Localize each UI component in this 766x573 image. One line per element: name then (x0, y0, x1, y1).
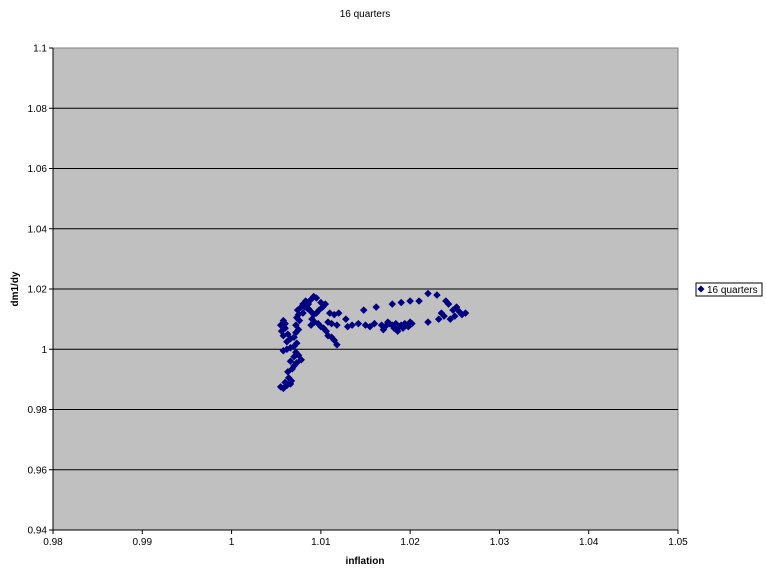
y-tick-label: 1.1 (33, 44, 47, 55)
x-tick-label: 0.99 (133, 537, 153, 548)
y-tick-label: 1.04 (28, 224, 48, 235)
data-point (433, 291, 441, 299)
x-tick-label: 1.03 (490, 537, 510, 548)
x-axis: 0.98 0.99 1 1.01 1.02 1.03 1.04 1.05 (43, 529, 688, 548)
data-point (408, 319, 416, 328)
data-point (333, 321, 341, 330)
y-axis-title: dm1/dy (10, 271, 21, 306)
y-tick-label: 1.06 (28, 164, 48, 175)
data-point (333, 340, 341, 349)
data-point (283, 367, 292, 376)
data-point (307, 321, 315, 330)
y-tick-label: 0.98 (28, 405, 48, 416)
y-tick-label: 0.96 (28, 465, 48, 476)
data-point (287, 377, 296, 385)
x-tick-label: 1.05 (668, 537, 688, 548)
data-point (348, 321, 356, 330)
data-point (292, 348, 300, 357)
data-point (359, 306, 368, 314)
data-point (303, 304, 312, 313)
data-point (299, 309, 307, 317)
chart-title: 16 quarters (340, 9, 391, 20)
y-tick-label: 1.08 (28, 104, 48, 115)
data-point (366, 322, 374, 331)
data-point (424, 289, 432, 298)
data-point (283, 330, 292, 339)
x-tick-label: 1.01 (311, 537, 331, 548)
x-axis-title: inflation (346, 556, 385, 567)
data-point (440, 312, 448, 320)
data-point (415, 297, 423, 305)
data-point (354, 319, 363, 328)
data-point (312, 294, 321, 302)
data-point (370, 319, 379, 328)
x-tick-label: 0.98 (43, 537, 63, 548)
legend-label: 16 quarters (707, 285, 758, 296)
data-point (342, 315, 350, 323)
x-tick-label: 1.04 (579, 537, 599, 548)
data-point (281, 324, 289, 333)
data-point (434, 315, 443, 323)
gridlines (53, 107, 678, 471)
x-tick-label: 1.02 (400, 537, 420, 548)
data-point (292, 358, 301, 367)
data-point (397, 298, 406, 307)
data-point (286, 357, 295, 366)
data-point (406, 297, 414, 305)
data-point (446, 315, 455, 323)
data-point (279, 316, 288, 325)
data-point (424, 318, 432, 326)
data-point (388, 300, 397, 308)
data-point (292, 339, 301, 348)
y-tick-label: 0.94 (28, 526, 48, 537)
data-points (276, 289, 470, 393)
data-point (292, 321, 300, 330)
legend: 16 quarters (695, 282, 763, 297)
y-tick-label: 1 (41, 345, 47, 356)
y-tick-label: 1.02 (28, 285, 48, 296)
data-point (444, 300, 453, 308)
data-point (372, 303, 381, 311)
data-point (461, 309, 470, 317)
data-point (281, 378, 289, 387)
data-point (334, 309, 343, 317)
y-axis: 0.94 0.96 0.98 1 1.02 1.04 1.06 1.08 1.1 (28, 44, 54, 537)
x-tick-label: 1 (229, 537, 235, 548)
legend-box (695, 282, 763, 297)
data-point (317, 298, 325, 307)
data-point (297, 355, 306, 364)
data-point (450, 312, 459, 320)
